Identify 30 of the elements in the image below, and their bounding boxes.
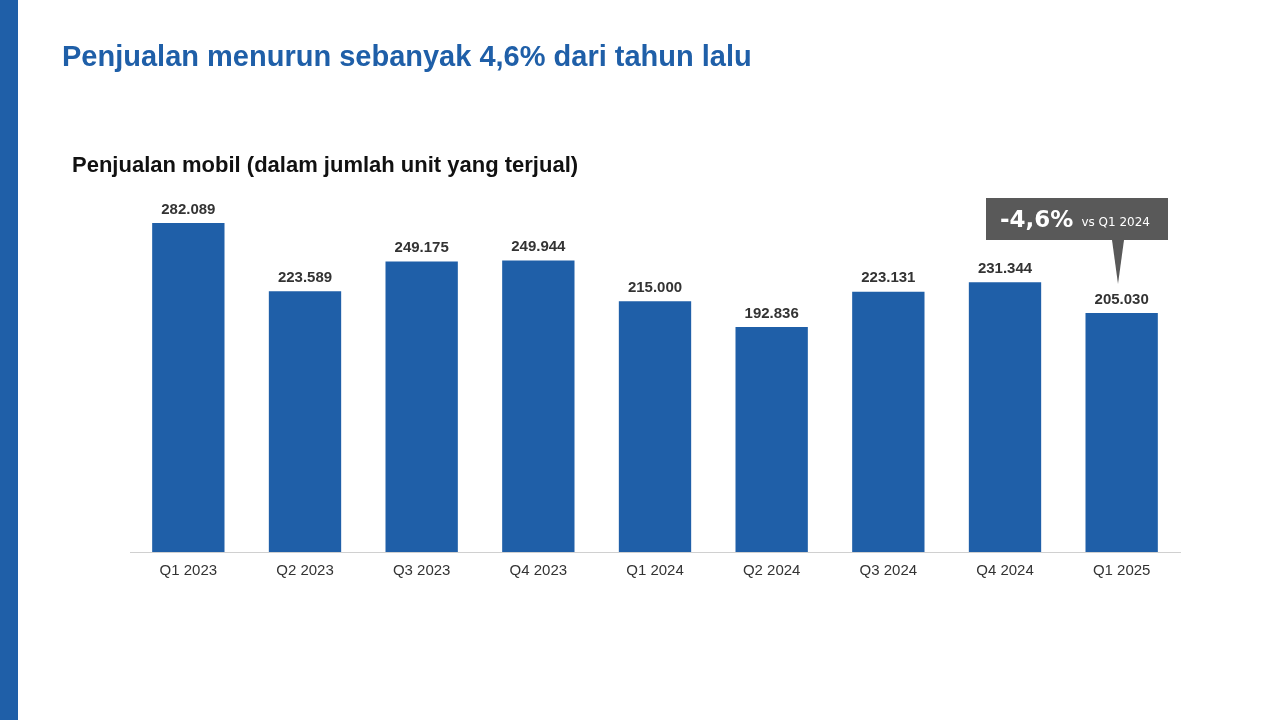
x-tick-label: Q1 2025 — [1092, 561, 1151, 579]
x-tick-label: Q3 2023 — [392, 561, 451, 579]
data-label: 215.000 — [627, 277, 683, 295]
bar — [618, 301, 692, 552]
bar — [968, 282, 1042, 552]
chart-title: Penjualan menurun sebanyak 4,6% dari tahun lalu — [62, 40, 752, 73]
data-label: 223.131 — [861, 268, 916, 286]
x-tick-label: Q3 2024 — [859, 561, 918, 579]
data-label: 205.030 — [1094, 289, 1149, 307]
data-label: 249.175 — [394, 238, 449, 256]
data-label: 249.944 — [511, 237, 567, 255]
annotation: -4,6% vs Q1 2024 — [1000, 206, 1150, 232]
x-tick-label: Q2 2024 — [742, 561, 801, 579]
x-tick-label: Q4 2023 — [509, 561, 568, 579]
bar — [268, 291, 342, 552]
bar — [502, 260, 575, 552]
x-tick-label: Q1 2024 — [626, 561, 684, 579]
data-label: 231.344 — [977, 258, 1033, 276]
data-label: 282.089 — [161, 199, 216, 217]
data-label: 192.836 — [744, 303, 799, 321]
data-label: 223.589 — [277, 267, 333, 285]
bar — [385, 261, 458, 552]
x-tick-label: Q1 2023 — [159, 561, 218, 579]
bar — [152, 223, 225, 552]
bar — [1085, 312, 1158, 552]
bar — [735, 327, 808, 552]
chart-subtitle: Penjualan mobil (dalam jumlah unit yang terjual) — [72, 152, 579, 178]
x-tick-label: Q4 2024 — [976, 561, 1034, 579]
bar — [852, 291, 925, 552]
x-tick-label: Q2 2023 — [276, 561, 334, 579]
